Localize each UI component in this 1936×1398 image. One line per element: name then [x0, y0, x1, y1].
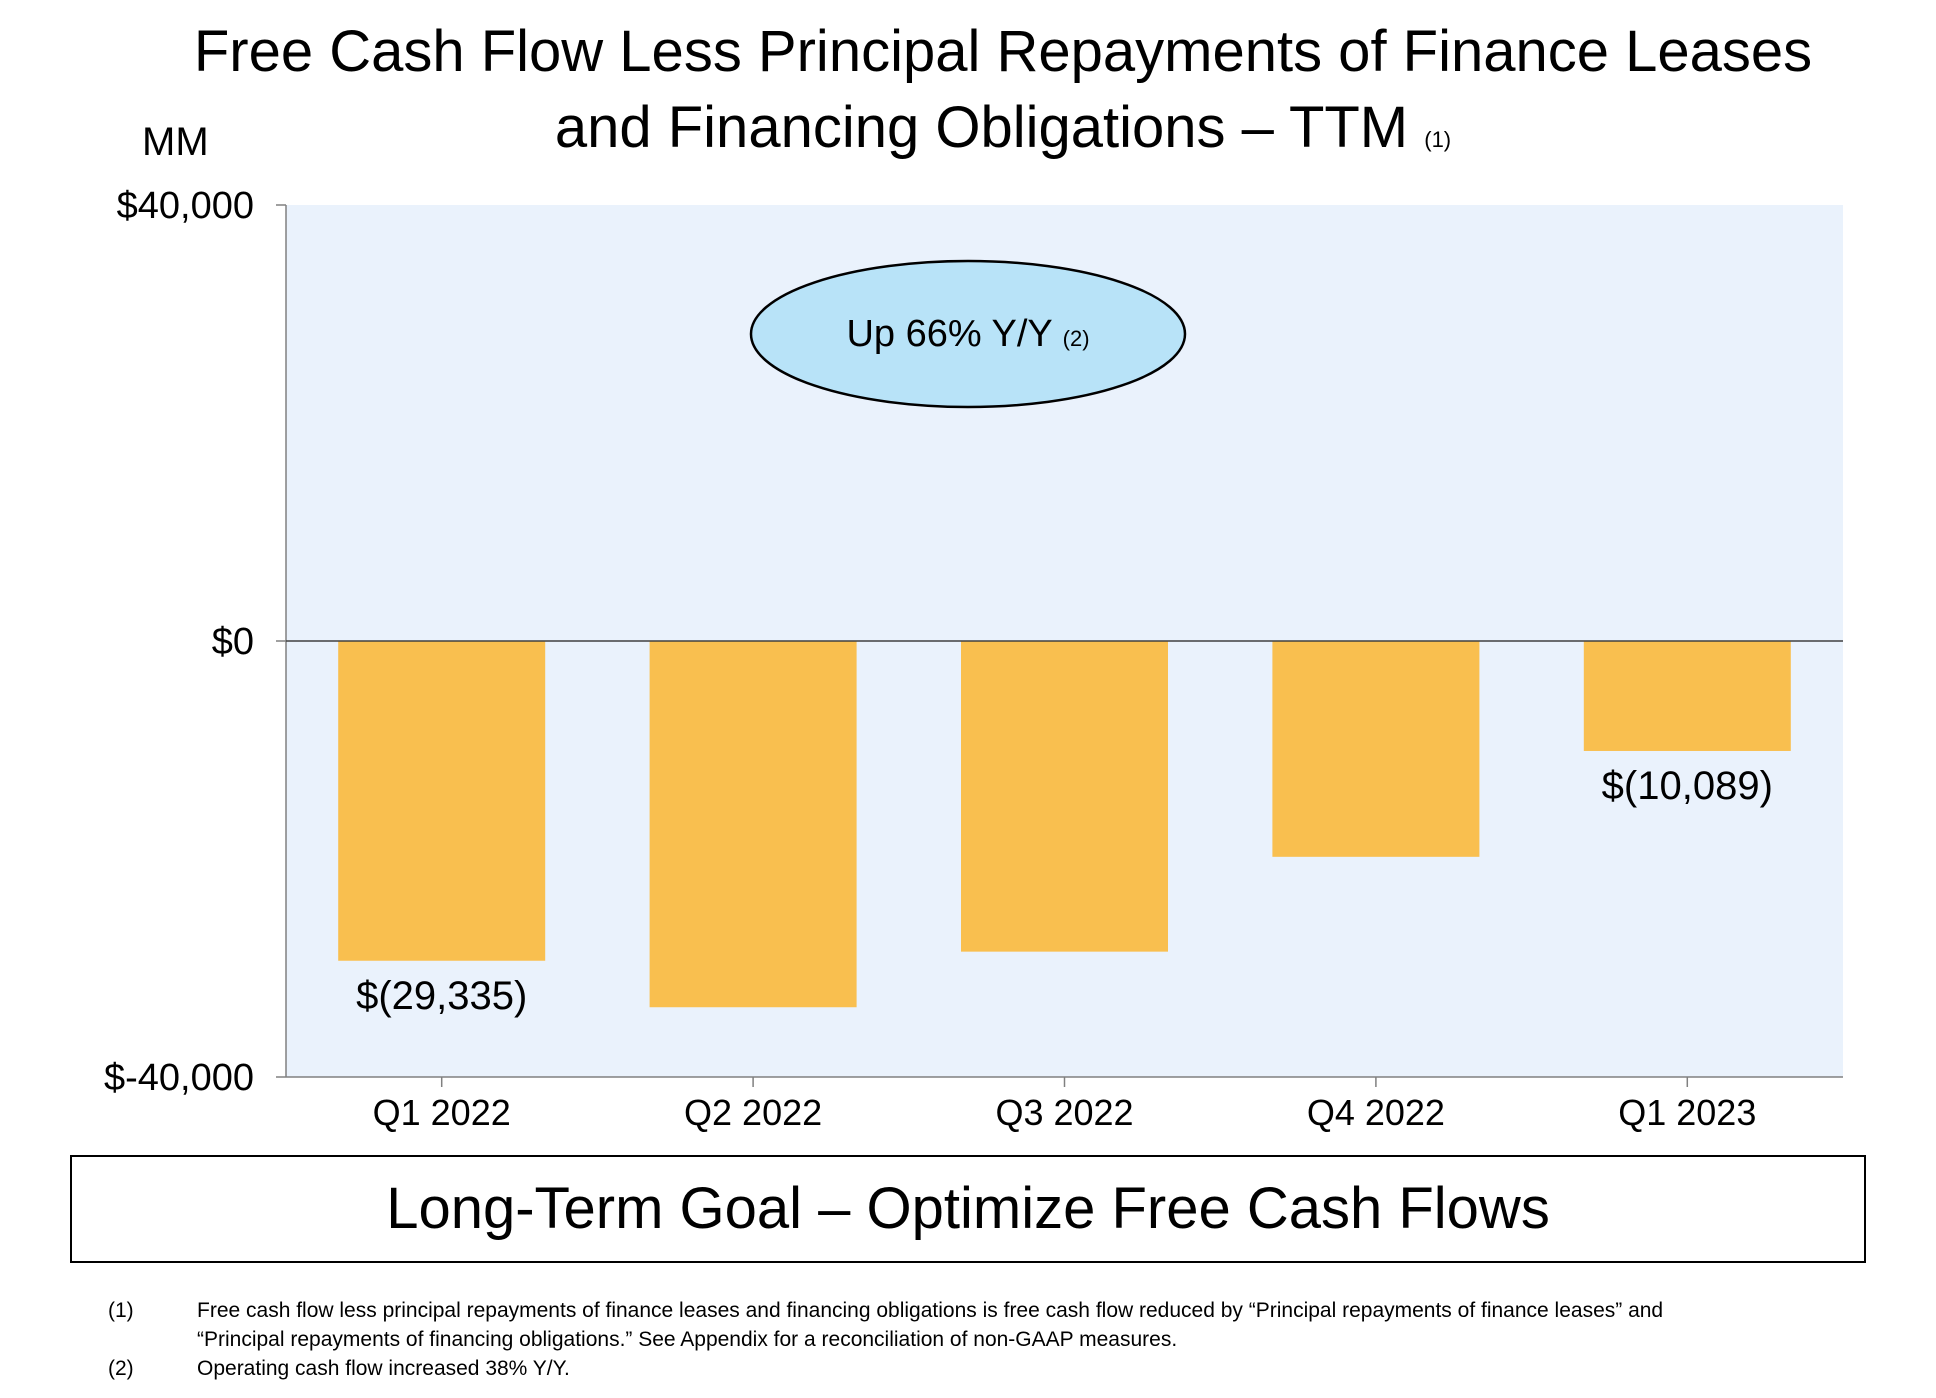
callout-ellipse — [749, 259, 1187, 409]
title-line-2: and Financing Obligations – TTM (1) — [0, 90, 1936, 178]
data-label: $(29,335) — [356, 974, 527, 1018]
x-tick-label: Q1 2023 — [1618, 1092, 1756, 1133]
x-tick-label: Q2 2022 — [684, 1092, 822, 1133]
data-label: $(10,089) — [1602, 764, 1773, 808]
bar-chart: $40,000 $0 $-40,000 Q1 2022 Q2 2022 Q3 2022 Q4… — [104, 185, 1843, 1133]
title-line-1: Free Cash Flow Less Principal Repayments… — [193, 19, 1813, 84]
x-tick-label: Q1 2022 — [373, 1092, 511, 1133]
y-tick-label: $-40,000 — [104, 1057, 254, 1099]
title-line-2-text: and Financing Obligations – TTM — [554, 95, 1409, 160]
y-tick-label: $40,000 — [117, 185, 254, 227]
bar-q1-2022 — [338, 641, 546, 961]
y-tick-label: $0 — [212, 621, 254, 663]
footnote-1-text: Free cash flow less principal repayments… — [197, 1299, 1664, 1351]
bar-q1-2023 — [1583, 641, 1791, 751]
callout-text: Up 66% Y/Y (2) — [846, 313, 1089, 355]
callout-footnote-ref: (2) — [1063, 326, 1090, 351]
x-tick-label: Q3 2022 — [995, 1092, 1133, 1133]
footnote-2-text: Operating cash flow increased 38% Y/Y. — [197, 1357, 570, 1380]
x-tick-label: Q4 2022 — [1307, 1092, 1445, 1133]
chart-title: Free Cash Flow Less Principal Repayments… — [0, 14, 1936, 178]
bar-q3-2022 — [961, 641, 1168, 952]
goal-banner: Long-Term Goal – Optimize Free Cash Flow… — [70, 1155, 1866, 1263]
footnote-2-number: (2) — [108, 1357, 134, 1380]
bar-q2-2022 — [649, 641, 857, 1008]
title-footnote-ref: (1) — [1424, 127, 1452, 152]
unit-label: MM — [142, 120, 209, 164]
bar-q4-2022 — [1272, 641, 1480, 857]
footnote-1-number: (1) — [108, 1299, 134, 1322]
